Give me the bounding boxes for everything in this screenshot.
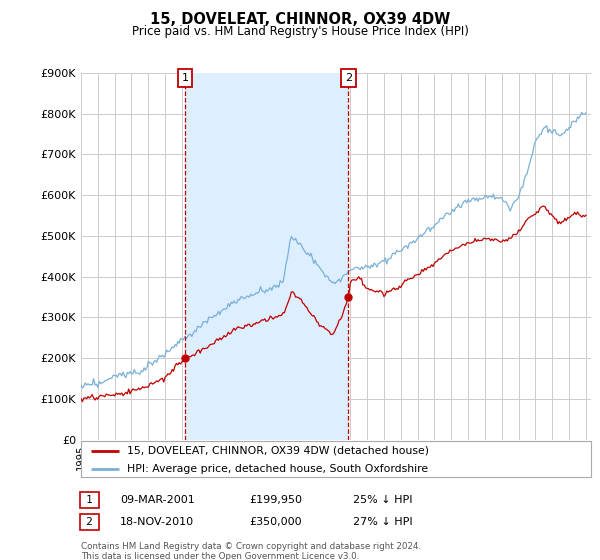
Text: Contains HM Land Registry data © Crown copyright and database right 2024.
This d: Contains HM Land Registry data © Crown c… [81,542,421,560]
Text: 1: 1 [83,495,96,505]
Text: HPI: Average price, detached house, South Oxfordshire: HPI: Average price, detached house, Sout… [127,464,428,474]
Text: 25% ↓ HPI: 25% ↓ HPI [353,495,412,505]
Text: 27% ↓ HPI: 27% ↓ HPI [353,517,412,527]
Text: 2: 2 [83,517,96,527]
Text: 18-NOV-2010: 18-NOV-2010 [120,517,194,527]
Bar [185,73,348,440]
Text: 09-MAR-2001: 09-MAR-2001 [120,495,195,505]
Text: 2: 2 [345,73,352,83]
Text: Price paid vs. HM Land Registry's House Price Index (HPI): Price paid vs. HM Land Registry's House … [131,25,469,38]
Text: £199,950: £199,950 [249,495,302,505]
Text: 1: 1 [182,73,188,83]
Text: 15, DOVELEAT, CHINNOR, OX39 4DW: 15, DOVELEAT, CHINNOR, OX39 4DW [150,12,450,27]
Text: £350,000: £350,000 [249,517,302,527]
Text: 15, DOVELEAT, CHINNOR, OX39 4DW (detached house): 15, DOVELEAT, CHINNOR, OX39 4DW (detache… [127,446,429,455]
